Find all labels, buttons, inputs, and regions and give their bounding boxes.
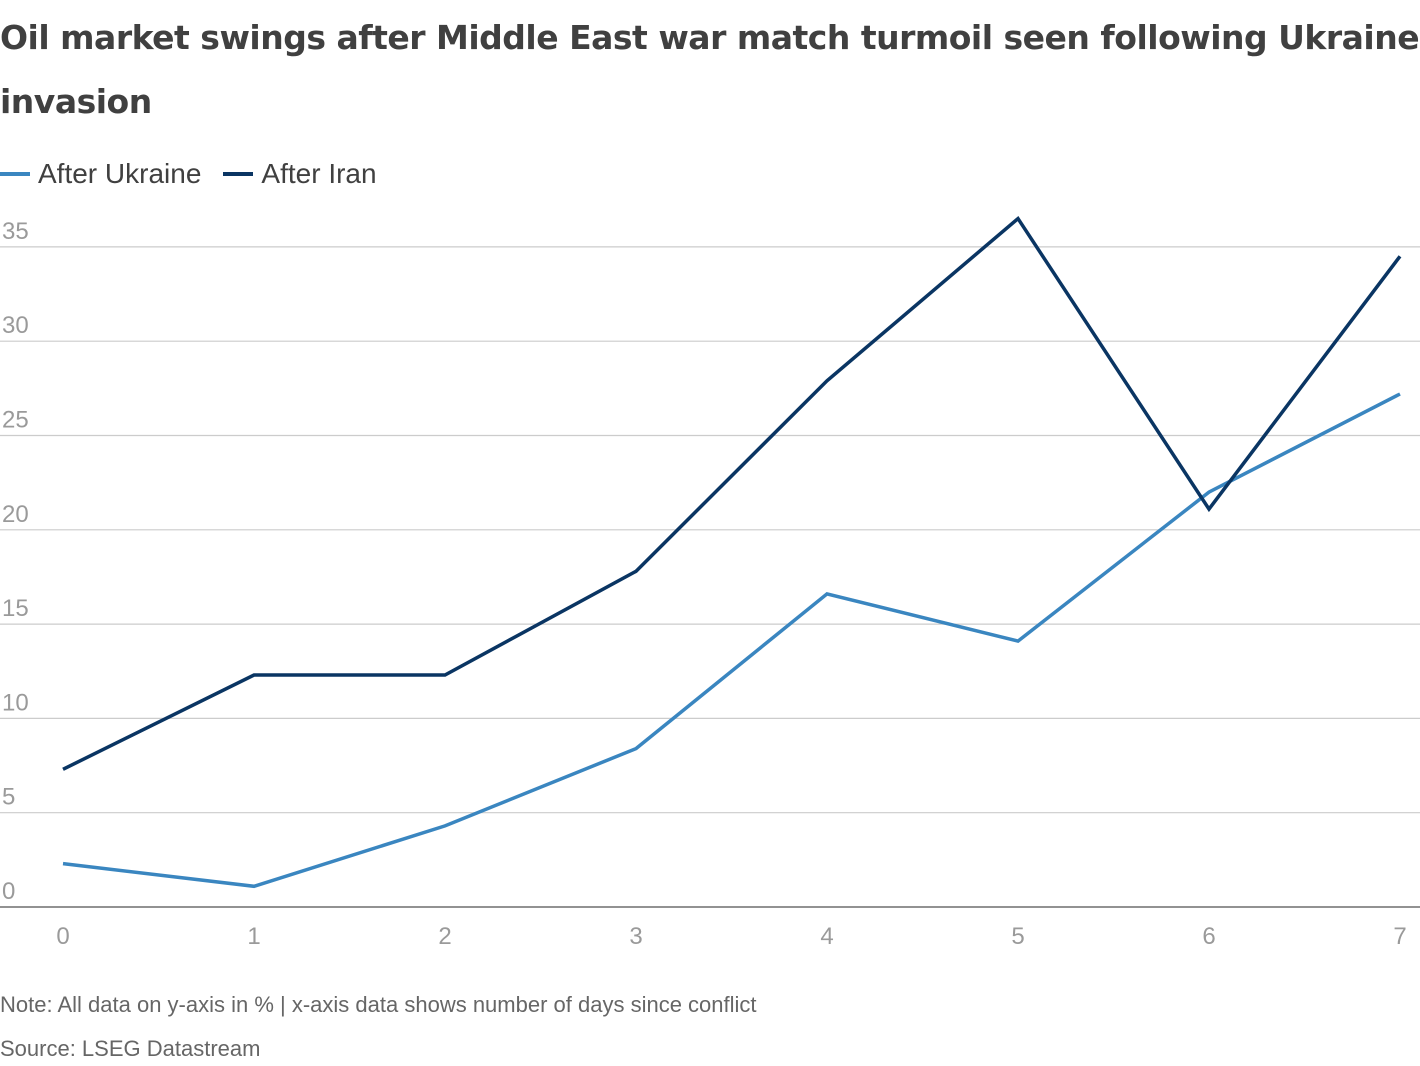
y-tick-label: 35 xyxy=(2,218,29,245)
legend-swatch-ukraine xyxy=(0,172,30,176)
line-chart: 0 5 10 15 20 25 30 35 0 1 2 3 4 5 6 7 xyxy=(0,215,1420,950)
series-lines xyxy=(62,215,1402,889)
legend: After Ukraine After Iran xyxy=(0,156,399,192)
x-tick-label: 2 xyxy=(438,923,451,950)
series-line-after-iran xyxy=(62,215,1402,771)
y-tick-label: 15 xyxy=(2,595,29,622)
y-tick-label: 5 xyxy=(2,784,15,811)
x-tick-label: 0 xyxy=(56,923,69,950)
x-tick-label: 5 xyxy=(1011,923,1024,950)
y-tick-label: 25 xyxy=(2,407,29,434)
chart-title: Oil market swings after Middle East war … xyxy=(0,18,1420,121)
legend-item-iran: After Iran xyxy=(223,158,377,190)
x-tick-label: 6 xyxy=(1202,923,1215,950)
gridlines xyxy=(0,246,1420,908)
x-axis-tick-labels: 0 1 2 3 4 5 6 7 xyxy=(56,923,1406,950)
chart-note: Note: All data on y-axis in % | x-axis d… xyxy=(0,992,757,1017)
legend-label-iran: After Iran xyxy=(261,158,377,189)
x-tick-label: 4 xyxy=(820,923,833,950)
legend-item-ukraine: After Ukraine xyxy=(0,158,201,190)
x-tick-label: 7 xyxy=(1393,923,1406,950)
x-tick-label: 1 xyxy=(247,923,260,950)
y-axis-tick-labels: 0 5 10 15 20 25 30 35 xyxy=(2,218,29,905)
legend-label-ukraine: After Ukraine xyxy=(38,158,202,189)
series-line-after-ukraine xyxy=(62,392,1401,889)
y-tick-label: 10 xyxy=(2,689,29,716)
y-tick-label: 20 xyxy=(2,501,29,528)
y-tick-label: 30 xyxy=(2,312,29,339)
y-tick-label: 0 xyxy=(2,878,15,905)
legend-swatch-iran xyxy=(223,172,254,176)
chart-source: Source: LSEG Datastream xyxy=(0,1036,261,1061)
x-tick-label: 3 xyxy=(629,923,642,950)
